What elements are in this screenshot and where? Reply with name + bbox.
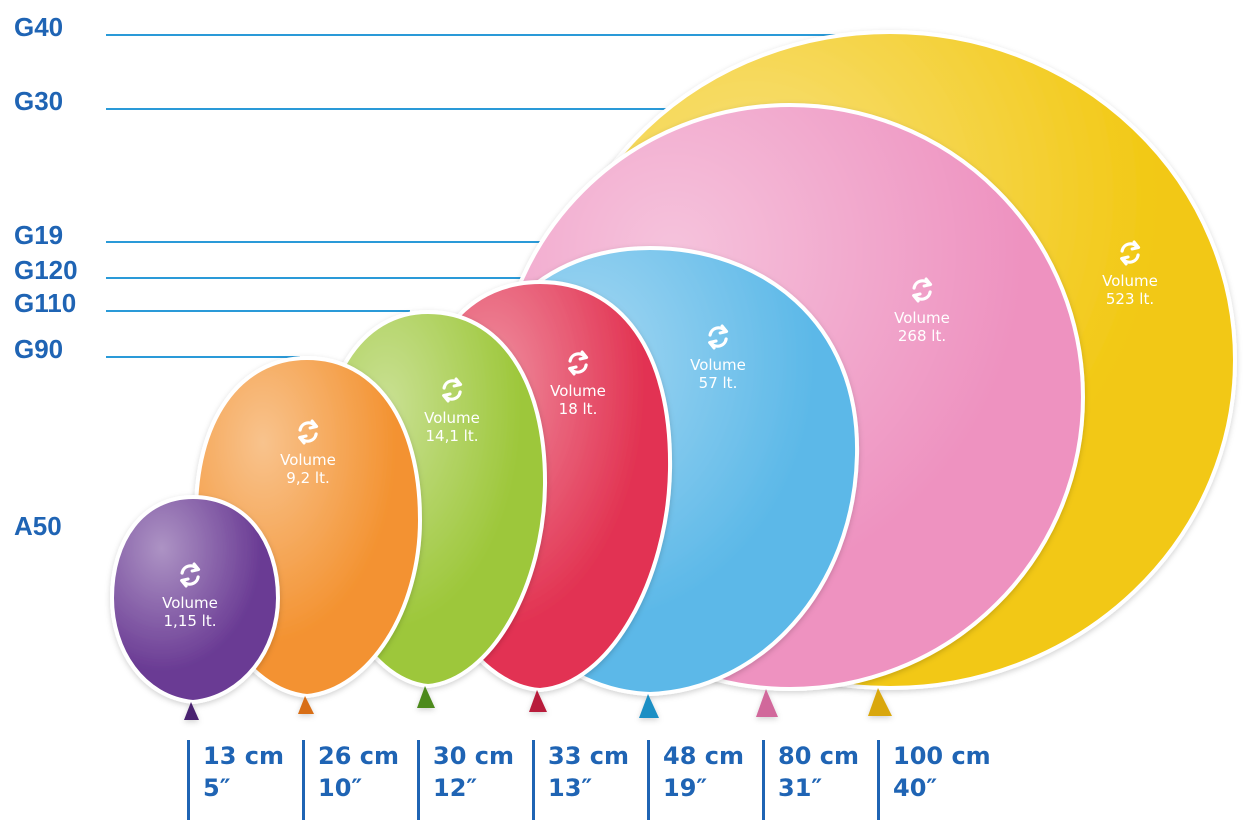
refresh-icon (179, 562, 200, 588)
volume-value: 14,1 lt. (425, 427, 479, 445)
volume-word: Volume (424, 409, 480, 427)
volume-label-g19: Volume 57 lt. (690, 322, 746, 392)
volume-word: Volume (162, 594, 218, 612)
size-col-g30: 80 cm 31″ (762, 740, 859, 820)
size-inch: 5″ (203, 774, 231, 802)
volume-word: Volume (690, 356, 746, 374)
size-cm: 80 cm (778, 742, 859, 770)
size-col-a50: 13 cm 5″ (187, 740, 284, 820)
size-col-g90: 26 cm 10″ (302, 740, 399, 820)
refresh-icon (567, 350, 588, 376)
size-cm: 48 cm (663, 742, 744, 770)
size-cm: 100 cm (893, 742, 991, 770)
reference-lines (106, 34, 890, 358)
volume-word: Volume (550, 382, 606, 400)
volume-label-g110: Volume 14,1 lt. (424, 375, 480, 445)
volume-value: 268 lt. (897, 327, 947, 345)
model-label-g120: G120 (14, 255, 78, 285)
model-label-g110: G110 (14, 288, 77, 318)
size-inch: 13″ (548, 774, 593, 802)
volume-value: 523 lt. (1105, 290, 1155, 308)
volume-label-g30: Volume 268 lt. (894, 275, 950, 345)
model-label-g30: G30 (14, 86, 64, 116)
size-col-g19: 48 cm 19″ (647, 740, 744, 820)
volume-word: Volume (894, 309, 950, 327)
refresh-icon (441, 377, 462, 403)
balloon-a50 (109, 494, 281, 720)
volume-value: 18 lt. (558, 400, 598, 418)
volume-label-g90: Volume 9,2 lt. (280, 417, 336, 487)
volume-word: Volume (1102, 272, 1158, 290)
size-cm: 30 cm (433, 742, 514, 770)
size-inch: 10″ (318, 774, 363, 802)
size-cm: 33 cm (548, 742, 629, 770)
refresh-icon (1119, 240, 1140, 266)
size-inch: 19″ (663, 774, 708, 802)
model-label-a50: A50 (14, 511, 62, 541)
size-col-g40: 100 cm 40″ (877, 740, 991, 820)
volume-value: 57 lt. (698, 374, 738, 392)
size-cm: 13 cm (203, 742, 284, 770)
refresh-icon (911, 277, 932, 303)
volume-value: 1,15 lt. (163, 612, 217, 630)
volume-label-g40: Volume 523 lt. (1102, 238, 1158, 308)
volume-value: 9,2 lt. (286, 469, 330, 487)
volume-label-g120: Volume 18 lt. (550, 348, 606, 418)
volume-label-a50: Volume 1,15 lt. (162, 560, 218, 630)
model-label-g19: G19 (14, 220, 64, 250)
refresh-icon (707, 324, 728, 350)
refresh-icon (297, 419, 318, 445)
size-cm: 26 cm (318, 742, 399, 770)
model-label-g40: G40 (14, 12, 64, 42)
size-inch: 40″ (893, 774, 938, 802)
size-col-g120: 33 cm 13″ (532, 740, 629, 820)
model-label-g90: G90 (14, 334, 64, 364)
size-col-g110: 30 cm 12″ (417, 740, 514, 820)
volume-word: Volume (280, 451, 336, 469)
size-inch: 31″ (778, 774, 823, 802)
size-inch: 12″ (433, 774, 478, 802)
